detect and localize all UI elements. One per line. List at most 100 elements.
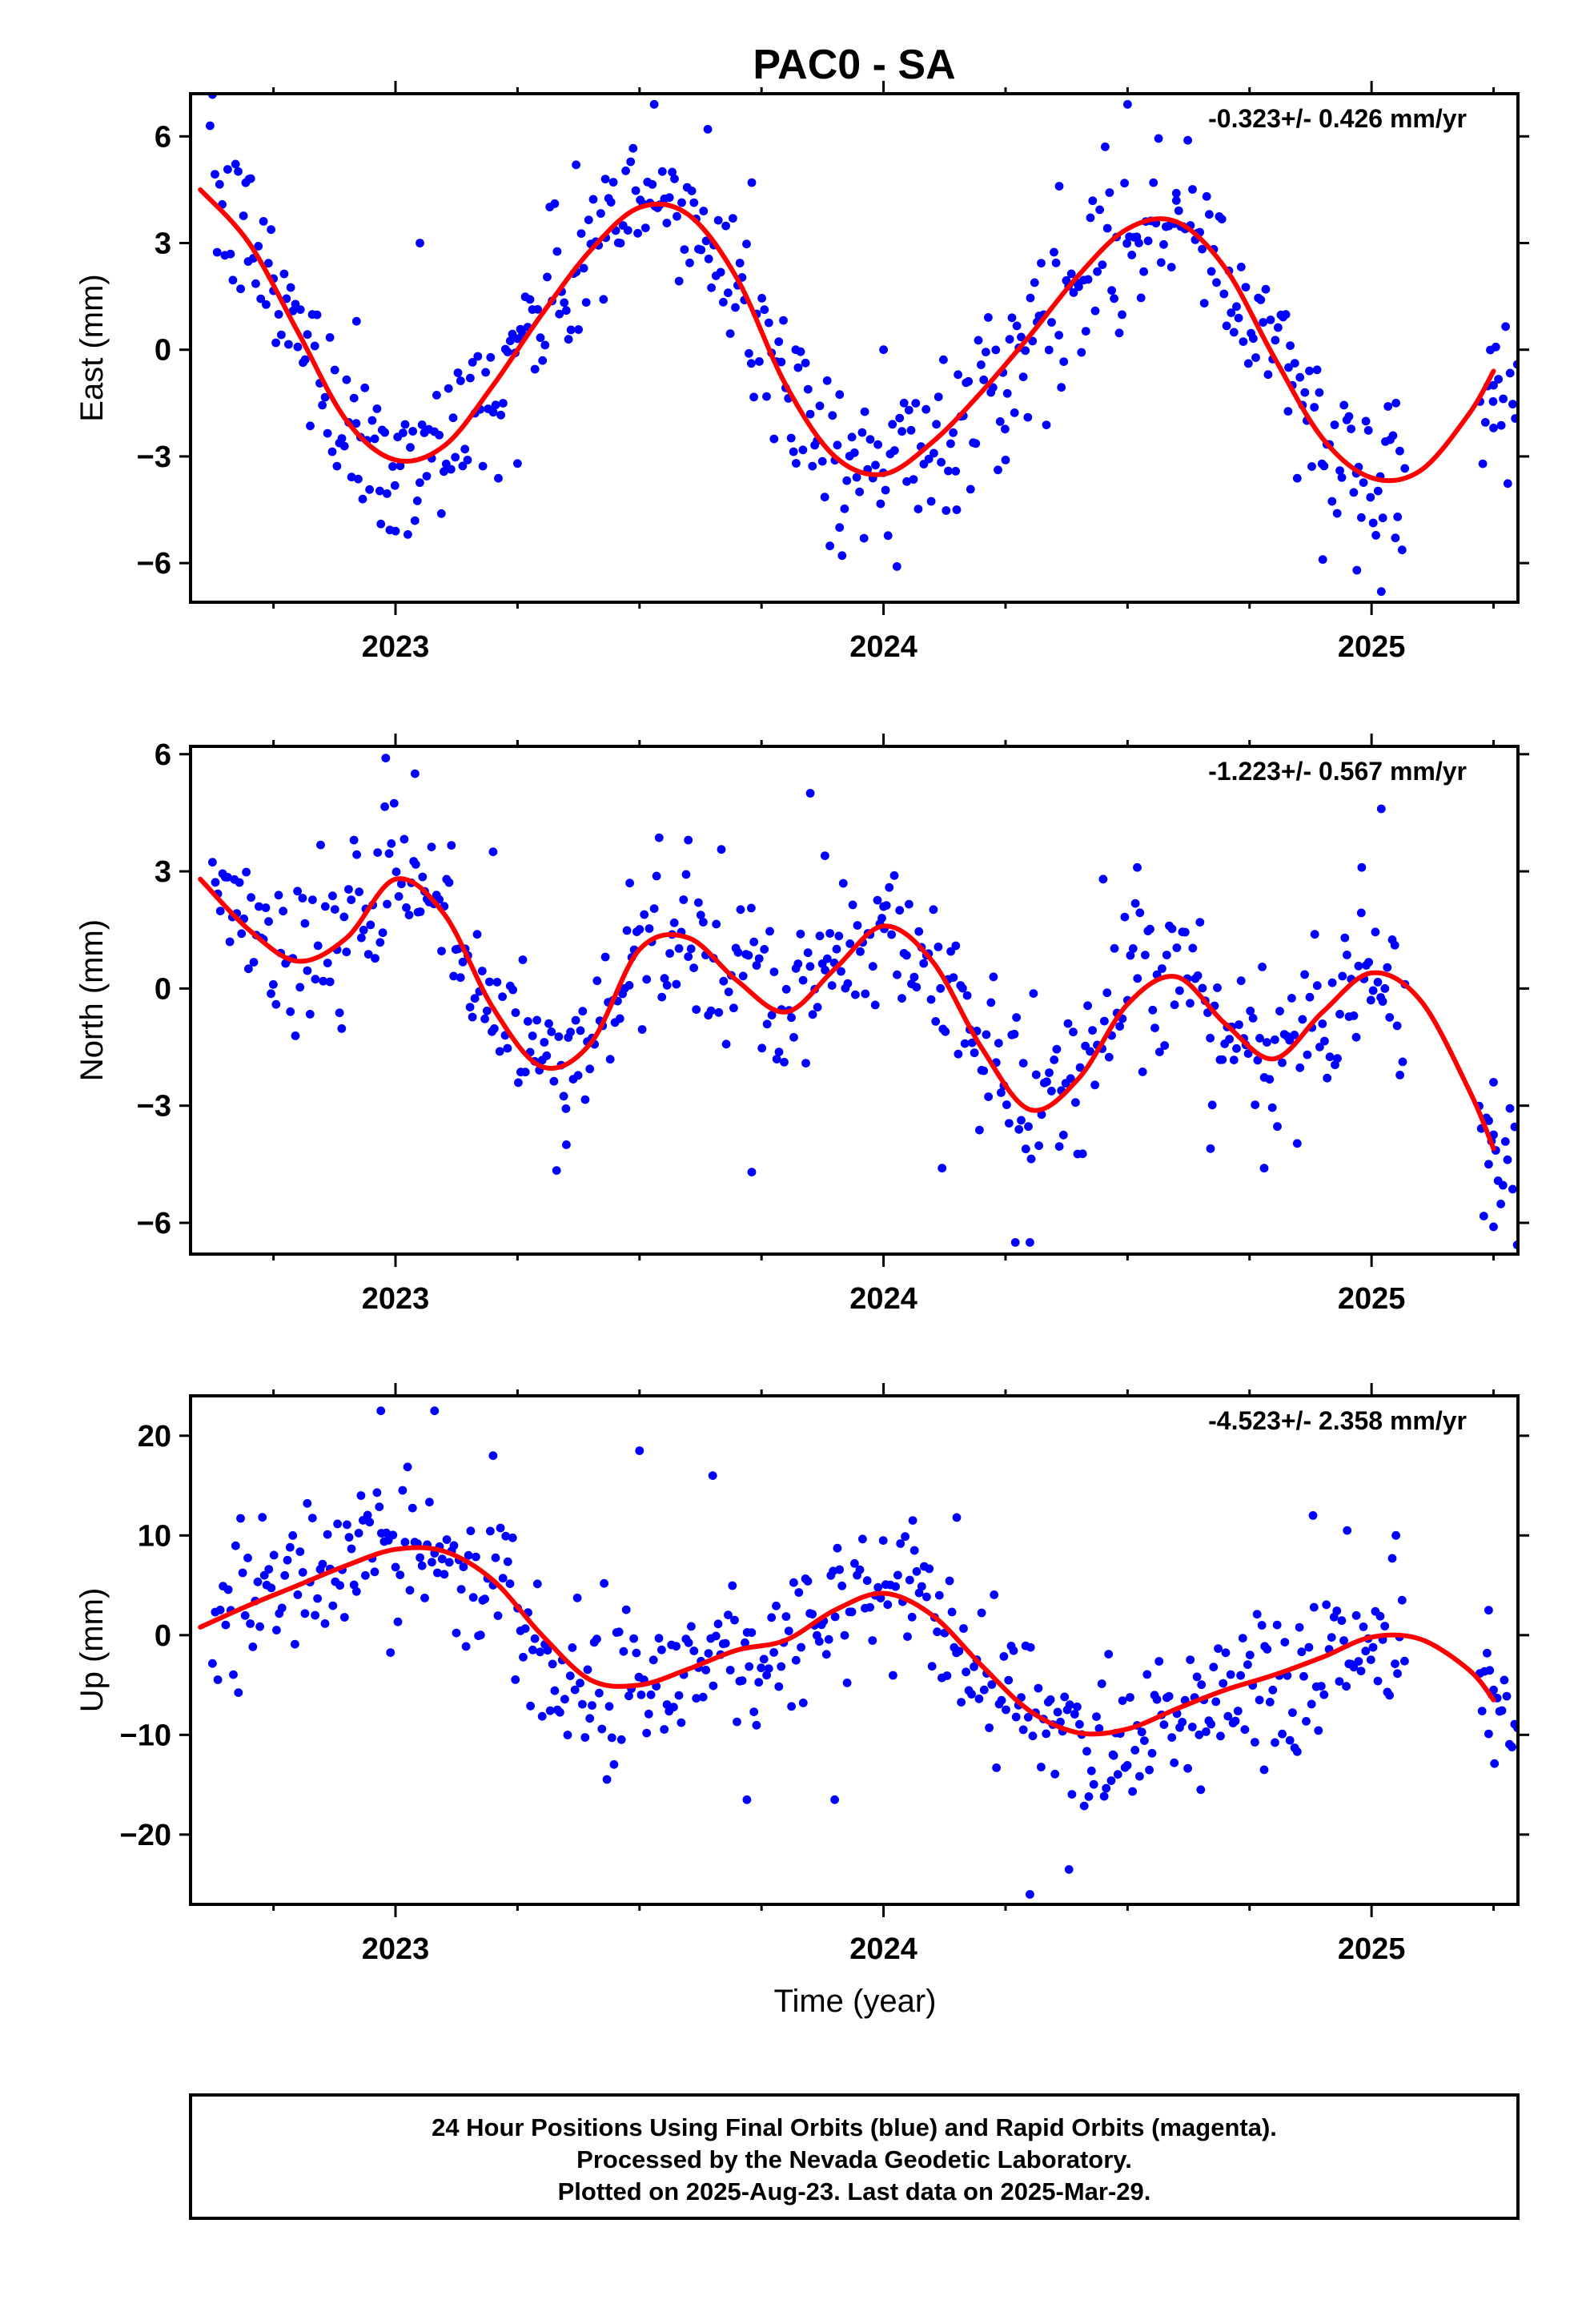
north-point <box>767 1011 777 1019</box>
north-point <box>303 966 312 975</box>
north-point <box>477 967 487 975</box>
up-point <box>277 1603 287 1613</box>
up-point <box>264 1565 274 1574</box>
east-point <box>1057 383 1066 392</box>
north-point <box>1090 1080 1099 1090</box>
north-point <box>1017 1116 1026 1125</box>
up-point <box>583 1665 592 1675</box>
north-point <box>823 954 832 963</box>
up-point <box>398 1486 408 1495</box>
north-point <box>757 1043 767 1053</box>
up-point <box>1186 1655 1195 1665</box>
north-point <box>1102 988 1112 998</box>
east-point <box>513 459 522 468</box>
up-point <box>1082 1747 1091 1756</box>
north-point <box>247 893 255 903</box>
east-point <box>1511 414 1518 423</box>
east-point <box>833 440 842 450</box>
up-point <box>532 1579 542 1589</box>
north-point <box>808 1010 817 1019</box>
north-point <box>1364 958 1373 967</box>
north-point <box>733 947 743 957</box>
east-point <box>488 408 498 417</box>
east-point <box>1271 336 1280 345</box>
north-point <box>1398 1057 1407 1067</box>
east-point <box>351 419 361 428</box>
up-point <box>213 1675 223 1684</box>
footer-line-3: Plotted on 2025-Aug-23. Last data on 202… <box>558 2177 1151 2205</box>
up-point <box>328 1601 338 1610</box>
east-point <box>383 489 391 498</box>
north-point <box>909 972 919 982</box>
up-point <box>749 1707 759 1717</box>
east-point <box>1088 196 1098 206</box>
up-point <box>347 1544 356 1554</box>
north-point <box>1300 970 1309 979</box>
up-point <box>449 1541 459 1550</box>
east-point <box>1154 134 1163 143</box>
up-point <box>1366 1655 1375 1665</box>
east-point <box>274 310 283 319</box>
east-point <box>1335 466 1344 475</box>
north-point <box>1335 1010 1344 1019</box>
east-point <box>769 434 779 444</box>
north-point <box>853 921 862 930</box>
up-point <box>288 1531 298 1540</box>
up-point <box>632 1648 641 1658</box>
east-point <box>267 225 275 235</box>
up-point <box>1500 1675 1509 1685</box>
east-point <box>1171 188 1181 198</box>
up-point <box>1092 1712 1101 1722</box>
up-point <box>687 1622 696 1631</box>
east-point <box>1123 99 1132 109</box>
north-point <box>400 834 409 844</box>
up-point <box>408 1503 417 1513</box>
up-point <box>365 1518 375 1527</box>
up-point <box>733 1717 741 1727</box>
north-point <box>1243 1049 1253 1058</box>
east-point <box>724 288 733 298</box>
up-point <box>999 1652 1009 1661</box>
up-point <box>391 1562 400 1572</box>
up-point <box>1483 1648 1492 1658</box>
up-point <box>1195 1730 1204 1739</box>
up-point <box>797 1642 805 1652</box>
up-point <box>764 1664 773 1674</box>
up-point <box>604 1702 614 1711</box>
up-point <box>416 1553 424 1562</box>
up-point <box>1004 1675 1014 1685</box>
up-point <box>1094 1724 1104 1733</box>
up-point <box>754 1678 764 1687</box>
east-point <box>628 143 638 153</box>
up-point <box>486 1526 495 1536</box>
north-point <box>349 835 359 845</box>
east-point <box>1496 420 1506 430</box>
north-point <box>249 958 259 967</box>
up-point <box>609 1759 619 1769</box>
east-point <box>458 461 468 471</box>
north-point <box>815 931 825 941</box>
north-point <box>1351 1032 1361 1042</box>
north-point <box>1133 974 1142 983</box>
east-point <box>1307 462 1316 471</box>
up-point <box>774 1682 784 1691</box>
up-point <box>621 1605 631 1614</box>
north-point <box>1378 997 1387 1006</box>
north-point <box>714 1007 724 1017</box>
north-point <box>684 952 693 961</box>
up-point <box>878 1536 888 1545</box>
up-point <box>600 1578 608 1588</box>
up-point <box>1050 1769 1060 1779</box>
north-point <box>468 1012 477 1022</box>
east-ytick-label: 0 <box>155 334 171 368</box>
up-point <box>503 1557 512 1566</box>
north-point <box>798 975 808 985</box>
up-point <box>1351 1610 1361 1620</box>
up-point <box>234 1688 243 1698</box>
east-point <box>640 223 650 232</box>
north-point <box>1088 1026 1097 1035</box>
north-point <box>447 841 456 850</box>
north-point <box>660 974 669 983</box>
north-point <box>1275 1007 1284 1015</box>
north-point <box>914 927 924 936</box>
